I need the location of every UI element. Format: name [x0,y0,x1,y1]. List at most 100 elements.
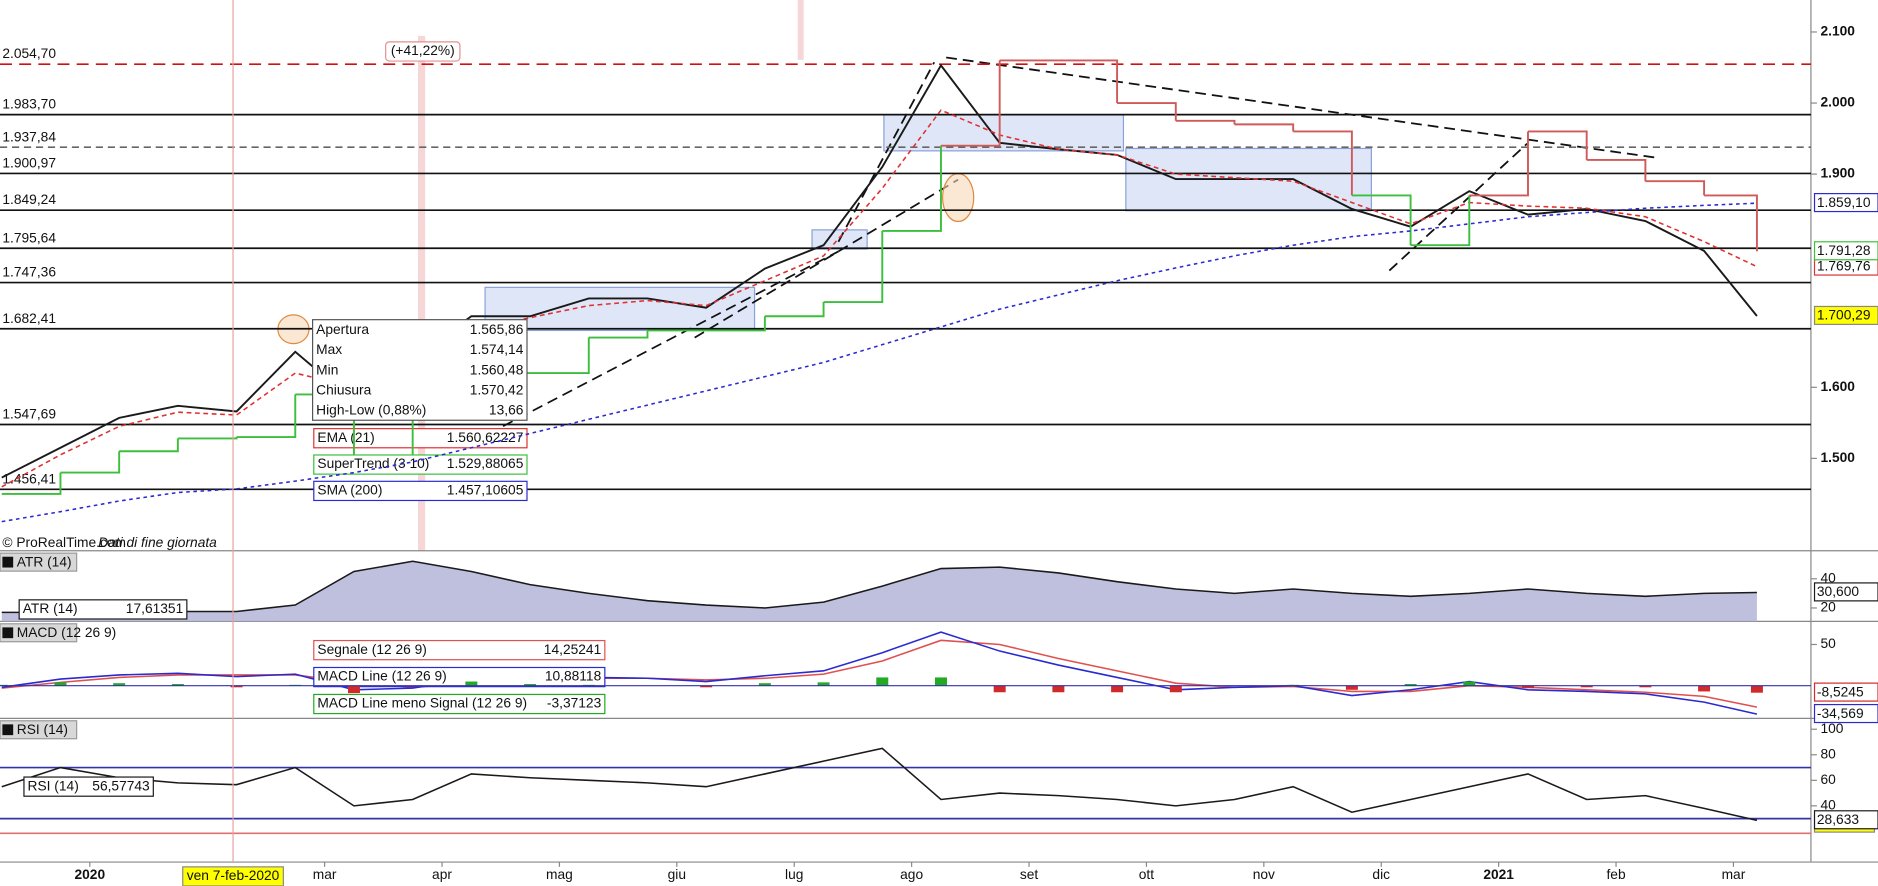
y-tick-label: 1.500 [1821,450,1856,465]
tooltip-label: Max [316,342,342,357]
marker-circle [941,173,975,223]
supertrend-segment [1,472,62,495]
last-value-label: 1.859,10 [1817,195,1871,210]
supertrend-segment [1527,130,1588,160]
y-tick-label: 80 [1821,746,1837,761]
level-label-box [0,191,60,209]
readout-box [18,599,188,620]
level-label: 1.682,41 [2,311,56,326]
level-label-box [0,95,60,114]
header-swatch [2,556,14,568]
panel-title: ATR (14) [17,554,72,569]
last-value-label: 30,600 [1817,584,1859,599]
x-tick-label: lug [785,867,803,882]
highlight-band [417,35,426,551]
supertrend-segment [706,316,766,332]
supertrend-segment [236,394,297,439]
supertrend-segment [1645,180,1706,196]
tooltip-value: 1.574,14 [470,342,524,357]
histogram-bar [113,683,126,686]
level-label: 1.547,69 [2,407,56,422]
last-value-label: -34,569 [1817,706,1864,721]
header-swatch [2,724,14,736]
readout-name: EMA (21) [317,430,374,445]
readout-value: 1.560,62227 [447,430,524,445]
panel-title: MACD (12 26 9) [17,625,116,640]
trend-line [502,250,839,428]
supertrend-segment [1351,194,1412,246]
tooltip-value: 1.560,48 [470,362,524,377]
panel-title: RSI (14) [17,722,68,737]
last-value-label: 1.700,29 [1817,308,1871,323]
histogram-bar [1580,685,1593,688]
x-tick-label: ott [1139,867,1154,882]
trend-line [694,178,959,339]
series-line [1,63,1758,479]
histogram-bar [1750,685,1763,693]
x-tick-label: mar [1722,867,1746,882]
level-label: 1.983,70 [2,97,56,112]
histogram-bar [1639,685,1652,688]
level-label-box [0,309,60,328]
level-label-box [0,405,60,424]
level-label-box [0,229,60,248]
x-tick-label: dic [1372,867,1390,882]
x-tick-label: ago [900,867,923,882]
x-tick-label: 2020 [74,867,105,882]
readout-name: ATR (14) [23,601,78,616]
supertrend-segment [60,451,121,474]
x-tick-label: 2021 [1483,867,1514,882]
y-tick-label: 100 [1821,721,1844,736]
supertrend-segment [119,438,179,453]
zone [484,286,756,332]
y-tick-label: 1.600 [1821,379,1856,394]
level-label-box [0,470,60,489]
supertrend-segment [1704,194,1758,252]
readout-value: 17,61351 [126,601,183,616]
series-line [1,747,1758,822]
trend-line [946,56,1659,159]
x-tick-label: apr [432,867,452,882]
last-value-label: -8,5245 [1817,684,1864,699]
supertrend-segment [1586,158,1647,182]
y-tick-label: 20 [1821,600,1837,615]
level-label-box [0,128,60,147]
readout-box [313,480,528,502]
tooltip-label: Apertura [316,322,369,337]
y-tick-label: 60 [1821,772,1837,787]
last-value-label: 28,633 [1817,812,1859,827]
annotation-box [385,41,461,62]
level-label: 1.849,24 [2,192,56,207]
readout-box [313,428,528,449]
histogram-bar [817,682,830,686]
x-tick-label: nov [1253,867,1275,882]
level-label: 2.054,70 [2,46,56,61]
readout-name: RSI (14) [28,778,79,793]
supertrend-segment [1293,130,1353,196]
histogram-bar [524,684,537,686]
histogram-bar [54,682,67,686]
readout-box [313,666,606,688]
tooltip-label: High-Low (0,88%) [316,403,426,418]
source: © ProRealTime.com [2,535,126,550]
histogram-bar [700,685,713,688]
tooltip-value: 13,66 [489,403,524,418]
y-tick-label: 50 [1821,636,1837,651]
histogram-bar [465,681,478,686]
supertrend-segment [1234,123,1295,132]
histogram-bar [171,684,184,686]
supertrend-segment [940,60,1001,147]
supertrend-segment [530,337,590,375]
annotation: (+41,22%) [391,43,455,58]
last-value-label: 1.769,76 [1817,258,1871,273]
x-tick-label: set [1020,867,1039,882]
panel-header [0,552,78,572]
histogram-bar [1698,685,1711,692]
histogram-bar [230,685,243,688]
readout-name: SuperTrend (3 10) [317,456,429,471]
readout-name: SMA (200) [317,483,382,498]
supertrend-segment [764,302,825,318]
x-tick-label: giu [668,867,686,882]
zone [883,114,1125,152]
